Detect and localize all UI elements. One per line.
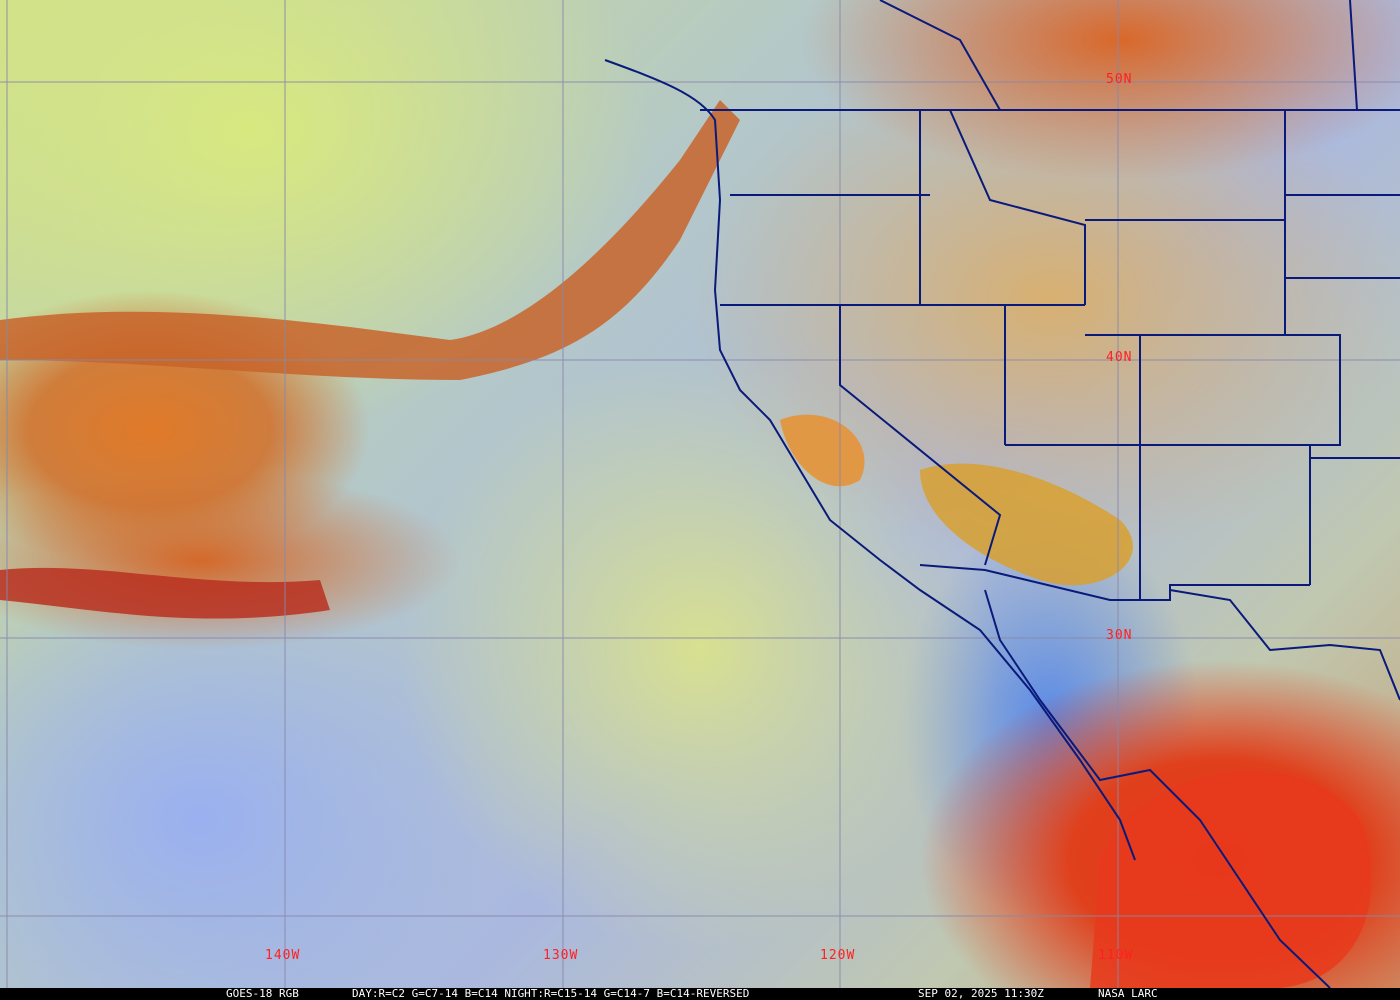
cloud-features — [0, 100, 1372, 988]
state-grid — [1005, 110, 1400, 600]
west-coast — [604, 59, 1136, 861]
cloud-cluster-socal — [780, 414, 865, 487]
cloud-band-south — [0, 567, 330, 619]
cloud-cluster-mexico — [1090, 770, 1372, 988]
caption-recipe: DAY:R=C2 G=C7-14 B=C14 NIGHT:R=C15-14 G=… — [352, 987, 750, 1000]
canada-province-border — [879, 0, 1358, 111]
latitude-label: 50N — [1106, 72, 1133, 87]
caption-timestamp: SEP 02, 2025 11:30Z — [918, 987, 1044, 1000]
longitude-label: 140W — [265, 948, 301, 963]
idaho-border — [919, 109, 1086, 305]
baja-coast — [984, 589, 1331, 988]
mexico-interior — [1169, 589, 1400, 701]
california-border — [720, 304, 1006, 445]
longitude-label: 120W — [820, 948, 856, 963]
ca-nv-diagonal — [839, 305, 1002, 566]
caption-credit: NASA LARC — [1098, 987, 1158, 1000]
longitude-label: 110W — [1098, 948, 1134, 963]
latitude-label: 30N — [1106, 628, 1133, 643]
political-borders — [604, 0, 1400, 988]
image-caption: GOES-18 RGB DAY:R=C2 G=C7-14 B=C14 NIGHT… — [0, 988, 1400, 1000]
frontal-band — [0, 100, 740, 380]
latitude-label: 40N — [1106, 350, 1133, 365]
caption-product: GOES-18 RGB — [226, 987, 299, 1000]
longitude-label: 130W — [543, 948, 579, 963]
